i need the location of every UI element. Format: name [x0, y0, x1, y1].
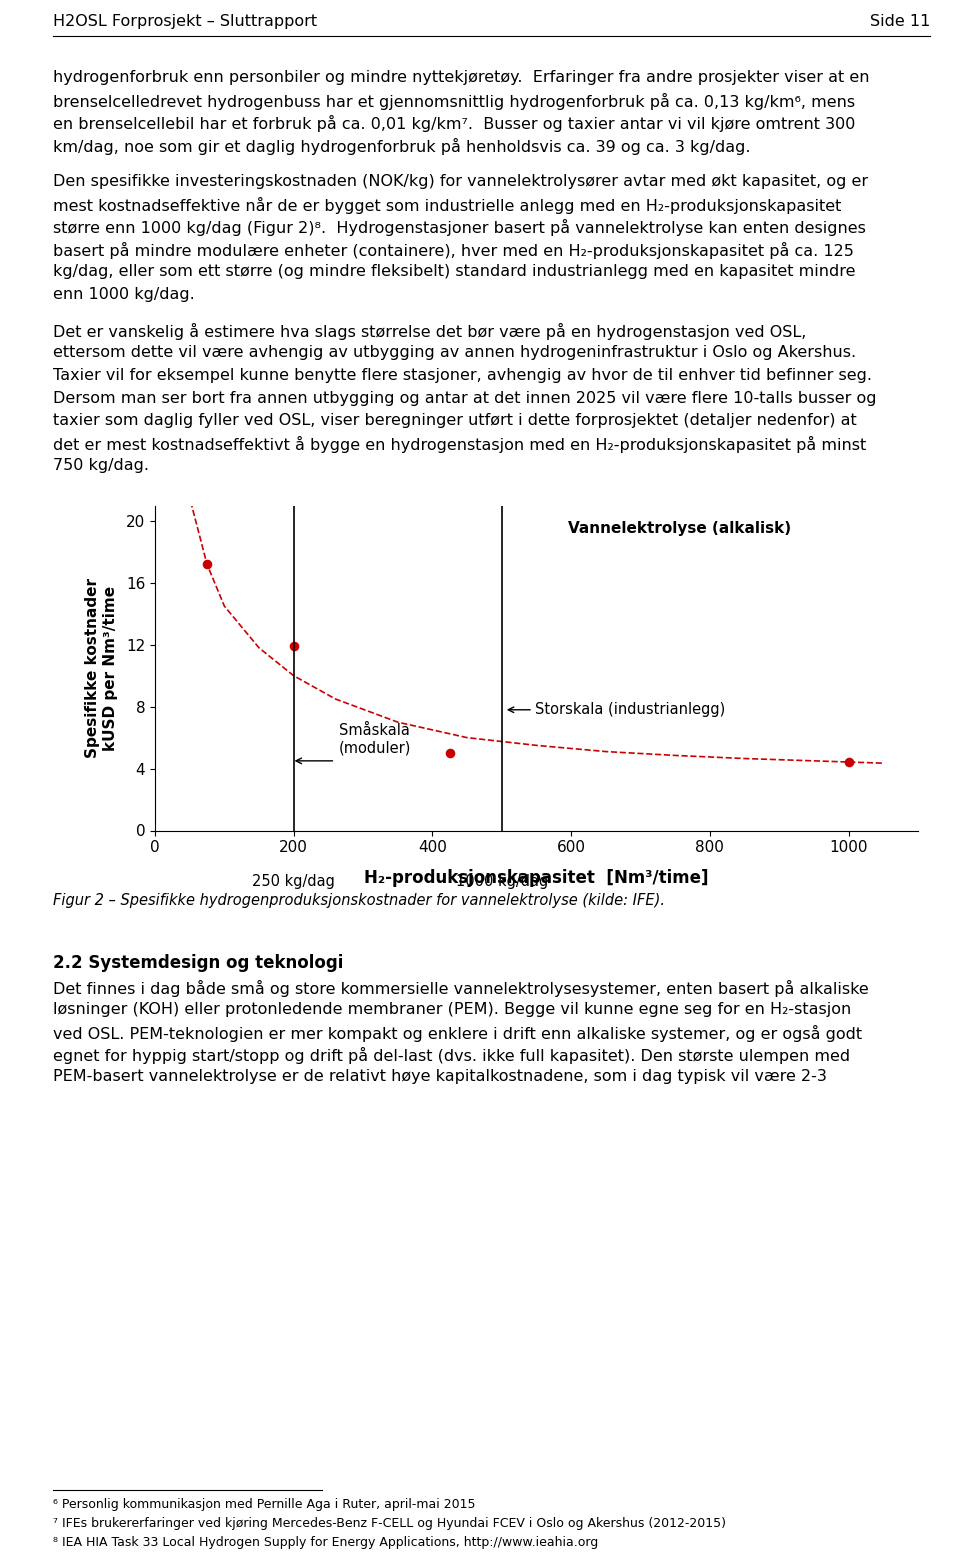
Text: km/dag, noe som gir et daglig hydrogenforbruk på henholdsvis ca. 39 og ca. 3 kg/: km/dag, noe som gir et daglig hydrogenfo…: [53, 138, 751, 155]
Text: ettersom dette vil være avhengig av utbygging av annen hydrogeninfrastruktur i O: ettersom dette vil være avhengig av utby…: [53, 346, 856, 360]
Text: løsninger (KOH) eller protonledende membraner (PEM). Begge vil kunne egne seg fo: løsninger (KOH) eller protonledende memb…: [53, 1003, 852, 1017]
Text: ⁸ IEA HIA Task 33 Local Hydrogen Supply for Energy Applications, http://www.ieah: ⁸ IEA HIA Task 33 Local Hydrogen Supply …: [53, 1536, 598, 1549]
X-axis label: H₂-produksjonskapasitet  [Nm³/time]: H₂-produksjonskapasitet [Nm³/time]: [364, 869, 708, 888]
Text: Det finnes i dag både små og store kommersielle vannelektrolysesystemer, enten b: Det finnes i dag både små og store komme…: [53, 979, 869, 996]
Text: basert på mindre modulære enheter (containere), hver med en H₂-produksjonskapasi: basert på mindre modulære enheter (conta…: [53, 242, 853, 259]
Text: kg/dag, eller som ett større (og mindre fleksibelt) standard industrianlegg med : kg/dag, eller som ett større (og mindre …: [53, 264, 855, 279]
Text: 250 kg/dag: 250 kg/dag: [252, 874, 335, 889]
Text: brenselcelledrevet hydrogenbuss har et gjennomsnittlig hydrogenforbruk på ca. 0,: brenselcelledrevet hydrogenbuss har et g…: [53, 93, 855, 110]
Text: 750 kg/dag.: 750 kg/dag.: [53, 458, 149, 473]
Text: Figur 2 – Spesifikke hydrogenproduksjonskostnader for vannelektrolyse (kilde: IF: Figur 2 – Spesifikke hydrogenproduksjons…: [53, 894, 665, 908]
Point: [443, 740, 458, 765]
Text: Småskala
(moduler): Småskala (moduler): [339, 723, 411, 756]
Y-axis label: Spesifikke kostnader
kUSD per Nm³/time: Spesifikke kostnader kUSD per Nm³/time: [85, 577, 117, 757]
Text: H2OSL Forprosjekt – Sluttrapport: H2OSL Forprosjekt – Sluttrapport: [53, 14, 317, 29]
Text: Taxier vil for eksempel kunne benytte flere stasjoner, avhengig av hvor de til e: Taxier vil for eksempel kunne benytte fl…: [53, 368, 872, 383]
Text: egnet for hyppig start/stopp og drift på del-last (dvs. ikke full kapasitet). De: egnet for hyppig start/stopp og drift på…: [53, 1048, 851, 1065]
Text: ved OSL. PEM-teknologien er mer kompakt og enklere i drift enn alkaliske systeme: ved OSL. PEM-teknologien er mer kompakt …: [53, 1024, 862, 1041]
Text: enn 1000 kg/dag.: enn 1000 kg/dag.: [53, 287, 195, 301]
Text: PEM-basert vannelektrolyse er de relativt høye kapitalkostnadene, som i dag typi: PEM-basert vannelektrolyse er de relativ…: [53, 1069, 827, 1085]
Text: Den spesifikke investeringskostnaden (NOK/kg) for vannelektrolysører avtar med ø: Den spesifikke investeringskostnaden (NO…: [53, 174, 868, 189]
Text: hydrogenforbruk enn personbiler og mindre nyttekjøretøy.  Erfaringer fra andre p: hydrogenforbruk enn personbiler og mindr…: [53, 70, 870, 85]
Point: [286, 633, 301, 658]
Text: Side 11: Side 11: [870, 14, 930, 29]
Text: ⁷ IFEs brukererfaringer ved kjøring Mercedes-Benz F-CELL og Hyundai FCEV i Oslo : ⁷ IFEs brukererfaringer ved kjøring Merc…: [53, 1516, 726, 1530]
Text: taxier som daglig fyller ved OSL, viser beregninger utført i dette forprosjektet: taxier som daglig fyller ved OSL, viser …: [53, 413, 856, 428]
Text: det er mest kostnadseffektivt å bygge en hydrogenstasjon med en H₂-produksjonska: det er mest kostnadseffektivt å bygge en…: [53, 436, 866, 453]
Text: Vannelektrolyse (alkalisk): Vannelektrolyse (alkalisk): [567, 521, 791, 535]
Text: Storskala (industrianlegg): Storskala (industrianlegg): [535, 703, 726, 717]
Text: en brenselcellebil har et forbruk på ca. 0,01 kg/km⁷.  Busser og taxier antar vi: en brenselcellebil har et forbruk på ca.…: [53, 115, 855, 132]
Text: 2.2 Systemdesign og teknologi: 2.2 Systemdesign og teknologi: [53, 953, 344, 972]
Text: Det er vanskelig å estimere hva slags størrelse det bør være på en hydrogenstasj: Det er vanskelig å estimere hva slags st…: [53, 323, 806, 340]
Text: ⁶ Personlig kommunikasjon med Pernille Aga i Ruter, april-mai 2015: ⁶ Personlig kommunikasjon med Pernille A…: [53, 1498, 475, 1512]
Text: mest kostnadseffektive når de er bygget som industrielle anlegg med en H₂-produk: mest kostnadseffektive når de er bygget …: [53, 197, 841, 214]
Point: [200, 553, 215, 577]
Text: 1000 kg/dag: 1000 kg/dag: [456, 874, 548, 889]
Text: større enn 1000 kg/dag (Figur 2)⁸.  Hydrogenstasjoner basert på vannelektrolyse : større enn 1000 kg/dag (Figur 2)⁸. Hydro…: [53, 219, 866, 236]
Text: Dersom man ser bort fra annen utbygging og antar at det innen 2025 vil være fler: Dersom man ser bort fra annen utbygging …: [53, 391, 876, 405]
Point: [841, 750, 856, 774]
